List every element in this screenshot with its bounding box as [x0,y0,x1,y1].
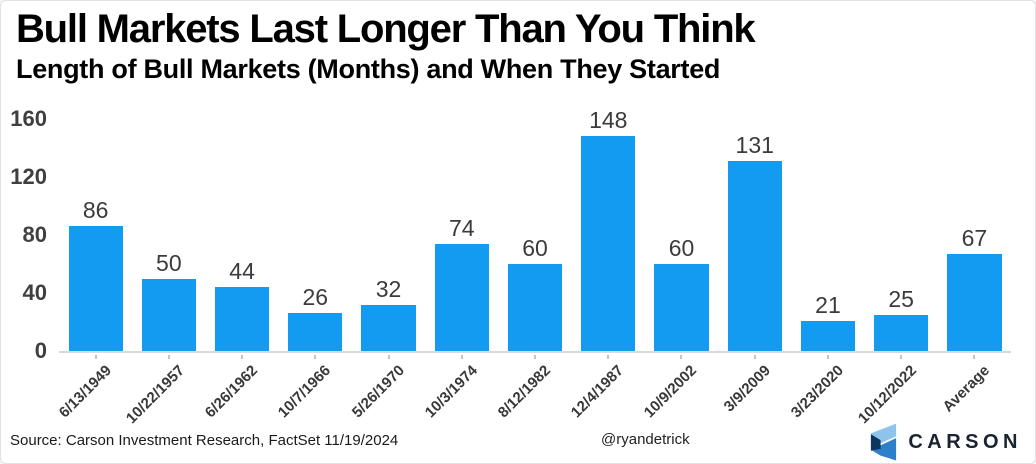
bar-value-label: 74 [448,214,475,241]
bar-column: 26 [279,119,352,351]
x-tick-mark [241,355,244,359]
bar: 25 [874,286,929,351]
x-tick-label: 6/26/1962 [201,362,262,422]
bar-value-label: 44 [229,258,255,285]
bar-value-label: 148 [589,107,628,134]
x-tick-mark [460,355,463,359]
plot-area: 86 50 44 26 32 74 60 148 60 131 21 25 67 [59,107,1011,353]
x-tick-label: 10/12/2022 [855,362,921,428]
bar-value-label: 67 [961,224,988,251]
x-tick-label: 10/3/1974 [421,362,481,422]
y-tick-label: 0 [34,338,47,363]
chart-title: Bull Markets Last Longer Than You Think [16,7,756,51]
bar-value-label: 60 [522,235,548,261]
bar-value-label: 25 [888,285,914,312]
x-tick-mark [826,355,829,359]
bar-value-label: 86 [82,197,109,224]
bar-value-label: 26 [302,284,329,311]
source-note: Source: Carson Investment Research, Fact… [10,432,399,449]
bar: 50 [141,250,196,351]
bar-value-label: 21 [815,291,841,318]
x-tick-label: 5/26/1970 [348,362,408,422]
chart-subtitle: Length of Bull Markets (Months) and When… [16,54,721,84]
x-tick-mark [900,355,903,359]
x-tick-label: 3/23/2020 [787,362,847,422]
x-tick-label: 10/7/1966 [275,362,335,422]
carson-brand: CARSON [868,422,1022,463]
bar-column: 67 [938,119,1011,351]
bar: 60 [507,235,563,351]
x-tick-label: 6/13/1949 [55,362,115,422]
x-tick-label: 10/22/1957 [122,362,188,428]
y-axis: 0 40 80 120 160 [1,1,47,463]
bar-column: 44 [205,119,278,351]
bar-column: 21 [791,119,864,351]
bar: 26 [288,284,343,351]
bar: 131 [727,132,782,351]
twitter-handle: @ryandetrick [601,431,690,448]
x-tick-label: 10/9/2002 [641,362,701,422]
carson-wordmark: CARSON [908,431,1022,453]
x-tick-label: 12/4/1987 [568,362,628,422]
x-tick-mark [387,355,390,359]
bar: 60 [654,235,709,351]
bar: 32 [361,276,416,351]
bar-value-label: 32 [375,275,402,302]
y-tick-label: 80 [22,222,47,247]
x-tick-label: 3/9/2009 [720,362,774,416]
x-tick-mark [753,355,756,359]
bar: 74 [434,215,489,351]
bar-column: 148 [572,107,645,351]
carson-logo-icon [871,423,897,460]
bar-value-label: 131 [735,132,774,159]
y-tick-label: 120 [10,164,47,189]
bar-value-label: 60 [668,235,695,261]
x-tick-mark [607,355,610,359]
x-tick-mark [94,355,97,359]
x-tick-label: Average [939,362,994,416]
bar: 148 [581,107,636,351]
bar-column: 25 [865,119,938,351]
bar-column: 50 [132,119,205,351]
x-tick-mark [314,355,317,359]
bar-value-label: 50 [156,249,182,276]
x-tick-mark [167,355,170,359]
bar-column: 86 [59,119,132,351]
x-tick-mark [534,355,536,359]
bar: 44 [214,258,270,351]
bar-column: 60 [645,119,718,351]
bar-column: 74 [425,119,498,351]
bar: 67 [947,225,1002,351]
x-axis-labels: 6/13/1949 10/22/1957 6/26/1962 10/7/1966 5/2… [55,355,1011,428]
bar: 21 [800,292,856,351]
y-tick-label: 40 [22,280,47,305]
x-tick-mark [973,355,976,359]
bar-column: 32 [352,119,425,351]
bar: 86 [68,197,123,351]
bar-column: 60 [498,119,571,351]
y-tick-label: 160 [10,106,47,131]
bar-column: 131 [718,119,791,351]
x-tick-label: 8/12/1982 [494,362,555,422]
x-tick-mark [680,355,683,359]
